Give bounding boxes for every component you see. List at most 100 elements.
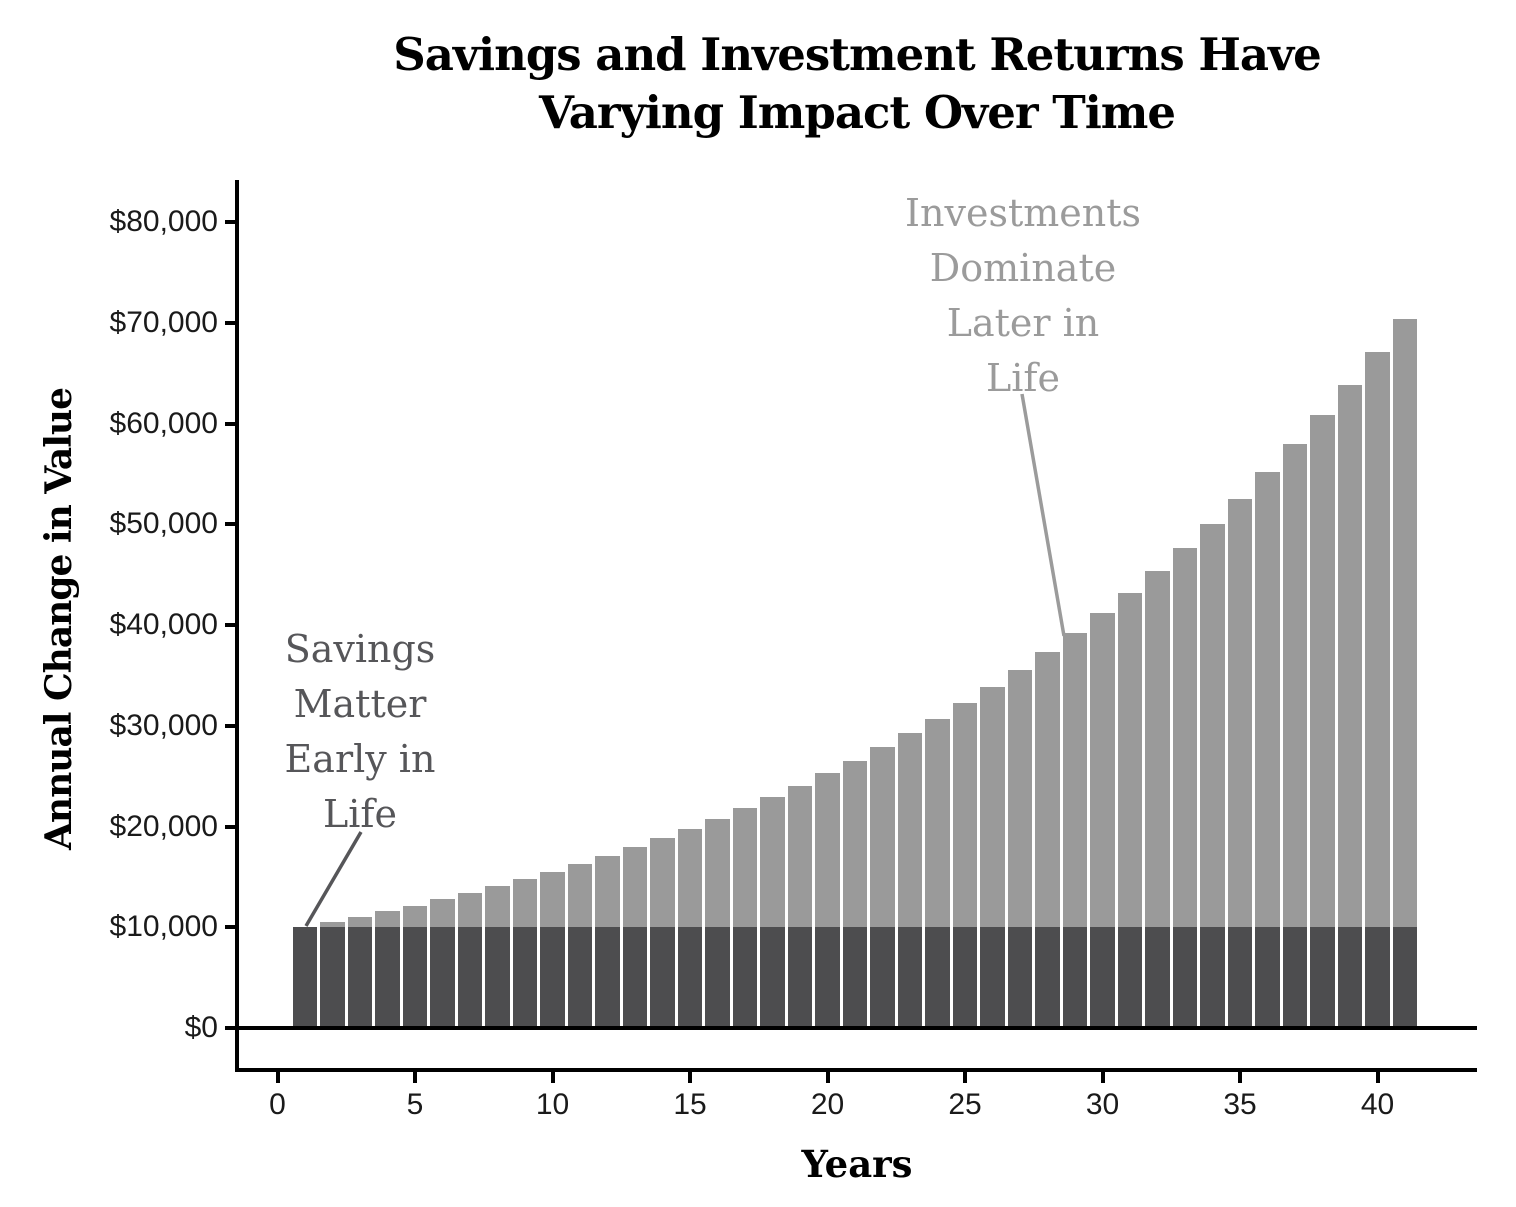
bar-savings-segment bbox=[897, 927, 923, 1028]
bar-savings-segment bbox=[457, 927, 483, 1028]
annotation-savings-line-1: Savings bbox=[284, 627, 436, 671]
bar-savings-segment bbox=[567, 927, 593, 1028]
bar-investment-segment bbox=[1255, 472, 1280, 928]
x-tick-label: 40 bbox=[1360, 1088, 1395, 1121]
x-tick-label: 20 bbox=[810, 1088, 845, 1121]
bar-savings-segment bbox=[622, 927, 648, 1028]
bar-savings-segment bbox=[1035, 927, 1060, 1028]
bar-investment-segment bbox=[1282, 444, 1308, 928]
y-tick-label: $50,000 bbox=[109, 507, 218, 541]
bar-investment-segment bbox=[760, 797, 785, 928]
bar-savings-segment bbox=[512, 927, 538, 1028]
bar-savings-segment bbox=[760, 927, 785, 1028]
bar-investment-segment bbox=[1310, 415, 1335, 928]
y-tick-mark bbox=[225, 723, 235, 728]
bar-savings-segment bbox=[1117, 927, 1143, 1028]
bar-savings-segment bbox=[980, 927, 1005, 1028]
chart-title-line-1: Savings and Investment Returns Have bbox=[393, 28, 1322, 81]
bar-investment-segment bbox=[842, 760, 868, 928]
x-tick-mark bbox=[413, 1070, 417, 1083]
x-tick-mark bbox=[1100, 1070, 1105, 1083]
bar-savings-segment bbox=[1337, 927, 1363, 1028]
bar-investment-segment bbox=[1172, 547, 1198, 928]
bar-savings-segment bbox=[292, 927, 318, 1028]
bar-savings-segment bbox=[375, 927, 400, 1028]
x-tick-mark bbox=[1238, 1070, 1242, 1083]
bar-savings-segment bbox=[1255, 927, 1280, 1028]
bar-savings-segment bbox=[485, 927, 510, 1028]
bar-investment-segment bbox=[540, 871, 565, 928]
x-tick-label: 15 bbox=[673, 1088, 707, 1121]
bar-investment-segment bbox=[402, 905, 428, 928]
x-tick-label: 10 bbox=[535, 1088, 570, 1121]
bar-investment-segment bbox=[512, 879, 538, 928]
y-tick-mark bbox=[225, 1026, 235, 1030]
bar-savings-segment bbox=[870, 927, 895, 1028]
bar-savings-segment bbox=[732, 927, 758, 1028]
bar-investment-segment bbox=[347, 916, 373, 928]
bar-investment-segment bbox=[622, 847, 648, 928]
bar-savings-segment bbox=[677, 927, 703, 1028]
bar-savings-segment bbox=[787, 927, 813, 1028]
x-tick-mark bbox=[825, 1070, 830, 1083]
y-tick-label: $40,000 bbox=[109, 608, 218, 641]
bar-investment-segment bbox=[457, 892, 483, 928]
bar-savings-segment bbox=[1227, 927, 1253, 1028]
bar-savings-segment bbox=[595, 927, 620, 1028]
y-tick-mark bbox=[225, 320, 235, 325]
x-axis-line bbox=[235, 1068, 1477, 1072]
bar-investment-segment bbox=[485, 886, 510, 928]
bar-savings-segment bbox=[1282, 927, 1308, 1028]
bar-investment-segment bbox=[1200, 523, 1225, 928]
y-tick-label: $10,000 bbox=[109, 910, 218, 944]
bar-savings-segment bbox=[347, 927, 373, 1028]
bar-savings-segment bbox=[1090, 927, 1115, 1028]
annotation-savings: Savings Matter Early in Life bbox=[195, 622, 525, 842]
bar-investment-segment bbox=[1145, 570, 1170, 928]
bar-investment-segment bbox=[1035, 651, 1060, 928]
x-tick-mark bbox=[688, 1070, 692, 1083]
bar-investment-segment bbox=[1117, 592, 1143, 928]
bar-savings-segment bbox=[705, 927, 730, 1028]
y-tick-mark bbox=[225, 522, 235, 527]
bar-savings-segment bbox=[430, 927, 455, 1028]
bar-investment-segment bbox=[430, 899, 455, 928]
bar-savings-segment bbox=[1007, 927, 1033, 1028]
bar-investment-segment bbox=[677, 828, 703, 928]
chart-title-line-2: Varying Impact Over Time bbox=[538, 86, 1176, 139]
y-tick-mark bbox=[225, 421, 235, 426]
bar-investment-segment bbox=[787, 785, 813, 928]
bar-investment-segment bbox=[595, 855, 620, 928]
bar-investment-segment bbox=[375, 911, 400, 928]
bar-savings-segment bbox=[1145, 927, 1170, 1028]
bar-savings-segment bbox=[540, 927, 565, 1028]
y-tick-label: $20,000 bbox=[109, 809, 218, 843]
bar-investment-segment bbox=[952, 703, 978, 928]
bar-investment-segment bbox=[567, 863, 593, 928]
x-tick-label: 30 bbox=[1085, 1088, 1120, 1121]
y-tick-label: $80,000 bbox=[109, 205, 218, 238]
annotation-savings-line-4: Life bbox=[323, 792, 397, 836]
bar-investment-segment bbox=[1007, 669, 1033, 928]
x-tick-mark bbox=[550, 1070, 555, 1083]
annotation-investments: Investments Dominate Later in Life bbox=[853, 186, 1193, 406]
bar-investment-segment bbox=[980, 686, 1005, 928]
annotation-investments-line-3: Later in bbox=[946, 301, 1100, 345]
bar-investment-segment bbox=[1227, 498, 1253, 928]
bar-investment-segment bbox=[705, 818, 730, 928]
bar-investment-segment bbox=[925, 718, 950, 928]
bar-investment-segment bbox=[320, 922, 345, 928]
x-tick-mark bbox=[275, 1070, 280, 1083]
bar-savings-segment bbox=[402, 927, 428, 1028]
bar-investment-segment bbox=[1090, 613, 1115, 928]
zero-baseline bbox=[237, 1026, 1477, 1030]
x-tick-mark bbox=[963, 1070, 967, 1083]
x-axis-title: Years bbox=[801, 1142, 913, 1186]
bar-savings-segment bbox=[650, 927, 675, 1028]
bar-savings-segment bbox=[320, 927, 345, 1028]
x-tick-label: 5 bbox=[406, 1088, 424, 1121]
y-axis-line bbox=[235, 180, 239, 1072]
bar-investment-segment bbox=[897, 733, 923, 928]
bar-savings-segment bbox=[925, 927, 950, 1028]
